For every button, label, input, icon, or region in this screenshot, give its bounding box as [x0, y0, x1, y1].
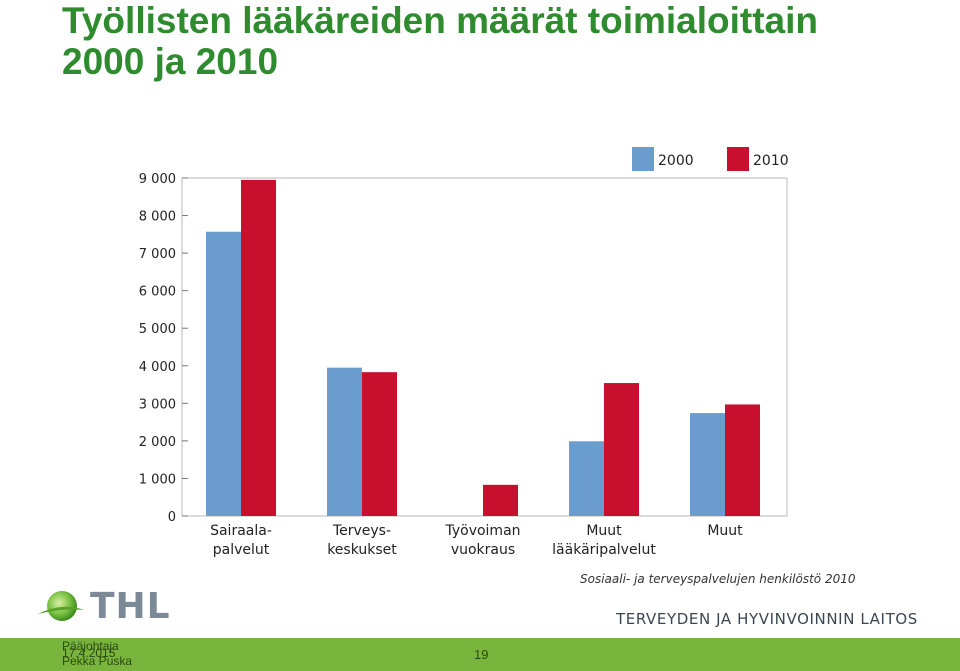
category-label: vuokraus: [451, 542, 515, 558]
legend-label-2000: 2000: [658, 153, 694, 169]
y-tick-label: 5 000: [139, 322, 176, 337]
slide-title: Työllisten lääkäreiden määrät toimialoit…: [62, 0, 942, 82]
y-tick-label: 4 000: [139, 360, 176, 375]
bar-2000: [206, 231, 241, 516]
source-note: Sosiaali- ja terveyspalvelujen henkilöst…: [580, 572, 856, 586]
bar-2010: [604, 383, 639, 516]
legend-label-2010: 2010: [753, 153, 789, 169]
category-label: lääkäripalvelut: [552, 542, 656, 558]
bar-2010: [725, 404, 760, 516]
footer-date: 17.4.2015: [62, 646, 116, 660]
bar-2000: [690, 413, 725, 516]
bar-2000: [327, 367, 362, 516]
category-label: Sairaala-: [210, 523, 272, 539]
bar-2000: [569, 441, 604, 516]
institute-name: TERVEYDEN JA HYVINVOINNIN LAITOS: [616, 610, 918, 628]
y-tick-label: 2 000: [139, 435, 176, 450]
category-label: keskukset: [327, 542, 397, 558]
legend-swatch-2010: [727, 147, 749, 171]
footer-author-name: Pekka Puska: [62, 654, 133, 668]
footer-bar: [0, 638, 960, 671]
bar-chart: 0 1 000 2 000 3 000 4 000 5 000 6 000 7 000 8 00…: [139, 147, 789, 558]
category-label: Terveys-: [332, 523, 391, 539]
slide-title-line2: 2000 ja 2010: [62, 41, 279, 82]
logo-text: THL: [90, 586, 171, 627]
page-number: 19: [474, 647, 489, 662]
footer-author-role: Pääjohtaja: [62, 639, 119, 653]
y-tick-label: 8 000: [139, 210, 176, 225]
category-label: palvelut: [213, 542, 270, 558]
y-tick-label: 0: [168, 510, 176, 525]
category-label: Muut: [707, 523, 743, 539]
y-tick-label: 7 000: [139, 247, 176, 262]
bar-2010: [483, 484, 518, 516]
bar-2010: [362, 372, 397, 516]
category-label: Muut: [586, 523, 622, 539]
slide-title-line1: Työllisten lääkäreiden määrät toimialoit…: [62, 0, 818, 41]
bar-2010: [241, 179, 276, 516]
y-tick-label: 3 000: [139, 397, 176, 412]
y-tick-label: 9 000: [139, 172, 176, 187]
category-label: Työvoiman: [444, 523, 520, 539]
y-tick-label: 6 000: [139, 285, 176, 300]
thl-logo-icon: [38, 591, 84, 621]
legend-swatch-2000: [632, 147, 654, 171]
y-tick-label: 1 000: [139, 472, 176, 487]
